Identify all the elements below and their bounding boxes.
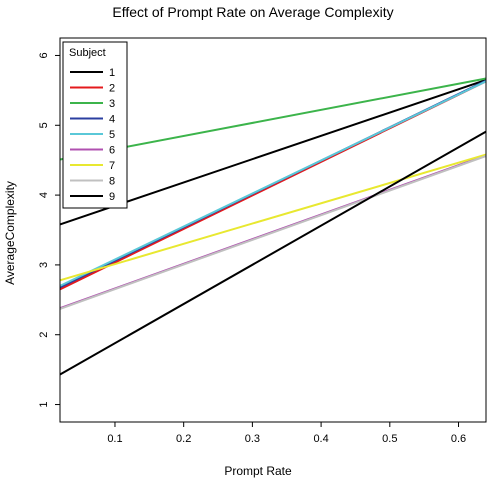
legend-label-9: 9 [109,191,115,203]
x-tick-label: 0.3 [245,433,260,445]
legend-title: Subject [69,47,106,59]
legend-label-8: 8 [109,176,115,188]
legend-label-2: 2 [109,83,115,95]
y-tick-label: 6 [38,52,50,58]
series-line-9 [59,130,487,376]
x-tick-label: 0.5 [382,433,397,445]
x-axis-label: Prompt Rate [224,464,292,478]
x-tick-label: 0.6 [451,433,466,445]
y-axis-label: AverageComplexity [3,181,17,285]
y-axis: 1 2 3 4 5 6 [38,52,60,408]
series-lines [59,77,487,376]
x-tick-label: 0.4 [313,433,328,445]
y-tick-label: 5 [38,122,50,128]
series-line-3 [59,77,487,161]
x-axis: 0.1 0.2 0.3 0.4 0.5 0.6 [107,422,466,445]
legend-box [62,41,128,209]
series-line-8 [59,155,487,310]
legend-label-4: 4 [109,114,115,126]
x-tick-label: 0.1 [107,433,122,445]
y-tick-label: 3 [38,262,50,268]
series-line-5 [59,80,487,287]
y-tick-label: 4 [38,192,50,198]
chart-title: Effect of Prompt Rate on Average Complex… [112,4,393,20]
series-line-1 [59,78,487,226]
x-tick-label: 0.2 [176,433,191,445]
y-tick-label: 1 [38,401,50,407]
legend-label-1: 1 [109,67,115,79]
series-line-7 [59,153,487,282]
legend-label-6: 6 [109,145,115,157]
legend-label-7: 7 [109,160,115,172]
plot-frame [59,37,487,423]
legend-label-3: 3 [109,98,115,110]
legend-label-5: 5 [109,129,115,141]
y-tick-label: 2 [38,332,50,338]
